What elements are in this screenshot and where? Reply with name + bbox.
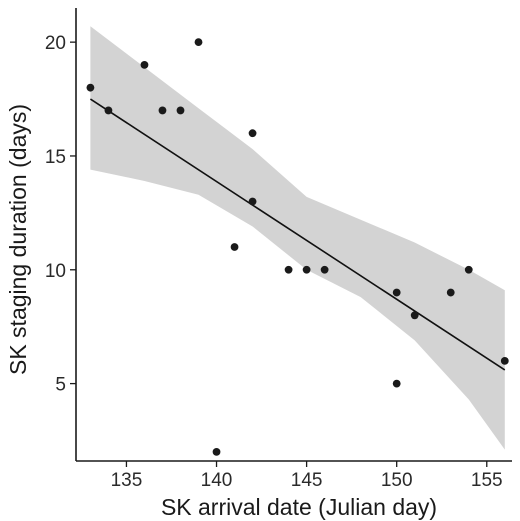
x-tick-label: 145 bbox=[291, 470, 323, 491]
y-axis-title: SK staging duration (days) bbox=[5, 104, 31, 375]
data-point bbox=[104, 106, 113, 115]
data-point bbox=[392, 379, 401, 388]
data-point bbox=[212, 447, 221, 456]
data-point bbox=[176, 106, 185, 115]
regression-line bbox=[89, 98, 506, 371]
data-point bbox=[86, 83, 95, 92]
data-point bbox=[320, 265, 329, 274]
x-tick-label: 155 bbox=[471, 470, 503, 491]
data-point bbox=[248, 129, 257, 138]
data-point bbox=[158, 106, 167, 115]
x-tick-label: 135 bbox=[111, 470, 143, 491]
data-point bbox=[302, 265, 311, 274]
regression-line-layer bbox=[89, 98, 506, 371]
data-point bbox=[230, 243, 239, 251]
ticks-layer: 135 140 145 150 155 5 10 15 20 bbox=[45, 33, 503, 491]
y-tick-label: 10 bbox=[45, 261, 66, 282]
data-point bbox=[446, 288, 455, 297]
data-points-layer bbox=[86, 38, 509, 456]
data-point bbox=[284, 265, 293, 274]
data-point bbox=[248, 197, 257, 206]
y-tick-label: 20 bbox=[45, 33, 66, 54]
y-tick-label: 5 bbox=[55, 375, 66, 396]
y-tick-label: 15 bbox=[45, 147, 66, 168]
axes-layer bbox=[75, 8, 512, 462]
data-point bbox=[464, 265, 473, 274]
x-axis-title: SK arrival date (Julian day) bbox=[161, 494, 437, 520]
x-tick-label: 150 bbox=[381, 470, 413, 491]
confidence-band-layer bbox=[90, 26, 505, 450]
data-point bbox=[410, 311, 419, 320]
data-point bbox=[500, 356, 509, 365]
data-point bbox=[140, 61, 149, 69]
data-point bbox=[392, 288, 401, 297]
confidence-band bbox=[90, 26, 505, 450]
data-point bbox=[194, 38, 203, 47]
x-tick-label: 140 bbox=[201, 470, 233, 491]
